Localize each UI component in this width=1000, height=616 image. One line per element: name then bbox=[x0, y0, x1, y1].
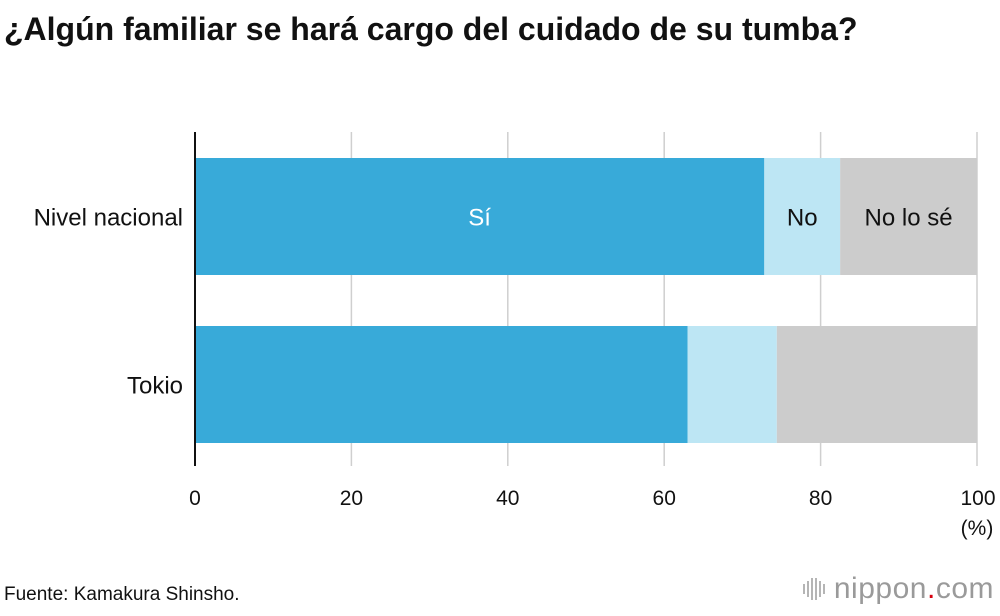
nippon-logo: nippon.com bbox=[802, 572, 994, 606]
logo-mark-icon bbox=[802, 578, 825, 600]
x-tick-label-20: 20 bbox=[340, 487, 363, 510]
bar-nivel-nacional-no bbox=[764, 158, 841, 275]
x-tick-label-0: 0 bbox=[189, 487, 201, 510]
source-note: Fuente: Kamakura Shinsho. bbox=[4, 584, 240, 605]
x-tick-label-100: 100 bbox=[960, 487, 995, 510]
bar-nivel-nacional-si bbox=[195, 158, 765, 275]
category-label-tokio: Tokio bbox=[127, 373, 183, 400]
segment-label-no: No bbox=[787, 205, 818, 232]
category-label-nivel-nacional: Nivel nacional bbox=[34, 205, 183, 232]
bar-tokio-no bbox=[687, 326, 777, 443]
segment-label-si: Sí bbox=[468, 205, 491, 232]
x-tick-label-80: 80 bbox=[809, 487, 832, 510]
bar-tokio-si bbox=[195, 326, 688, 443]
bar-tokio-no-lo-se bbox=[776, 326, 977, 443]
x-tick-label-40: 40 bbox=[496, 487, 519, 510]
segment-label-no-lo-se: No lo sé bbox=[865, 205, 953, 232]
logo-wordmark: nippon.com bbox=[833, 572, 994, 605]
stacked-bar-chart: Sí No No lo sé Nivel nacional Tokio 0 20 40 60 80… bbox=[34, 132, 996, 540]
x-axis-unit: (%) bbox=[961, 517, 994, 540]
bar-nivel-nacional-no-lo-se bbox=[840, 158, 977, 275]
chart-title: ¿Algún familiar se hará cargo del cuidad… bbox=[4, 11, 858, 47]
x-tick-label-60: 60 bbox=[653, 487, 676, 510]
